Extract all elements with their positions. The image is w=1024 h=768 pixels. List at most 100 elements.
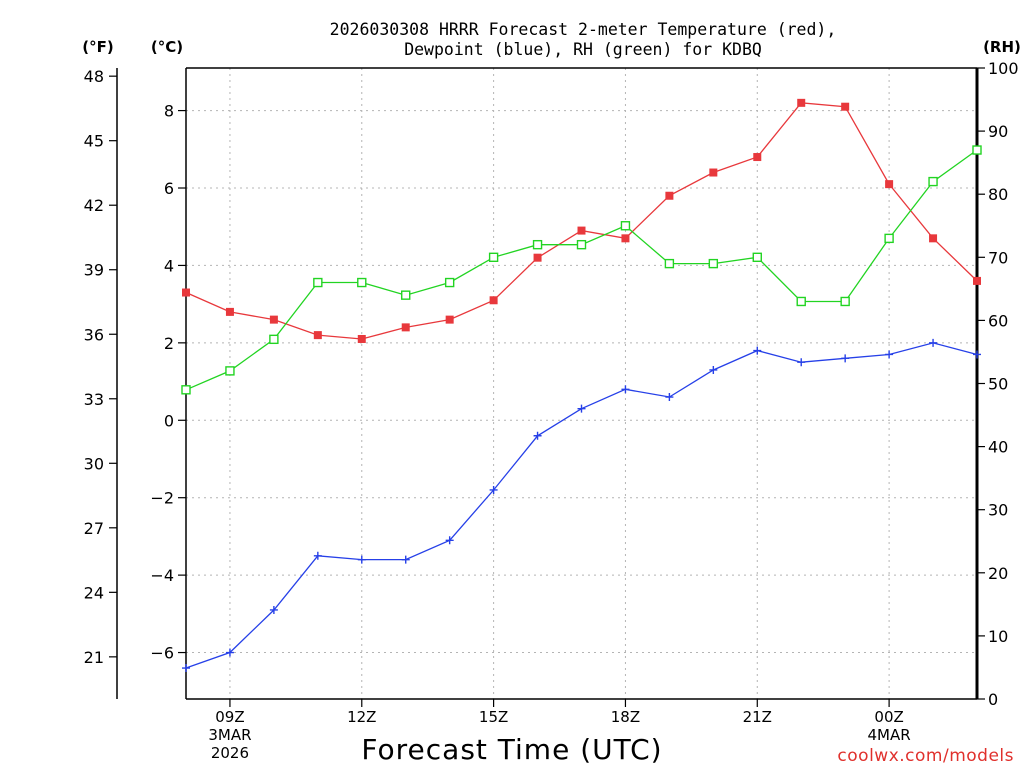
x-tick-label: 3MAR (208, 726, 251, 744)
temperature-point (665, 191, 674, 200)
dewpoint-point (182, 664, 190, 673)
rh-point (401, 290, 411, 300)
rh-point (620, 221, 631, 231)
rh-point (884, 233, 894, 244)
celsius-tick-label: −2 (150, 489, 174, 508)
x-tick-label: 21Z (743, 708, 772, 726)
dewpoint-point (753, 346, 762, 355)
fahrenheit-tick-label: 45 (84, 132, 104, 151)
temperature-point (577, 226, 586, 235)
dewpoint-point (621, 385, 630, 394)
rh-point (752, 252, 762, 263)
rh-tick-label: 0 (988, 690, 998, 709)
celsius-tick-label: 4 (164, 256, 174, 275)
dewpoint-point (313, 551, 322, 560)
temperature-point (841, 102, 850, 111)
rh-tick-label: 30 (988, 501, 1008, 520)
temperature-point (709, 168, 718, 177)
rh-tick-label: 90 (988, 122, 1008, 141)
dewpoint-point (885, 350, 894, 359)
rh-tick-label: 50 (988, 375, 1008, 394)
fahrenheit-tick-label: 48 (84, 67, 104, 86)
axes: 21242730333639424548−6−4−202468010203040… (84, 59, 1019, 762)
temperature-point (973, 276, 981, 285)
rh-point (357, 277, 367, 288)
dewpoint-point (797, 358, 806, 367)
rh-point (313, 277, 323, 288)
dewpoint-point (577, 404, 586, 413)
celsius-tick-label: −6 (150, 644, 174, 663)
celsius-tick-label: 2 (164, 334, 174, 353)
x-tick-label: 2026 (211, 744, 249, 762)
celsius-tick-label: 6 (164, 179, 174, 198)
dewpoint-point (269, 605, 278, 614)
dewpoint-point (841, 354, 850, 363)
dewpoint-point (709, 365, 718, 374)
rh-tick-label: 70 (988, 248, 1008, 267)
rh-point (840, 296, 850, 307)
rh-point (444, 277, 455, 288)
celsius-tick-label: 0 (164, 411, 174, 430)
fahrenheit-tick-label: 36 (84, 325, 104, 344)
temperature-point (533, 253, 542, 262)
x-tick-label: 15Z (479, 708, 508, 726)
rh-point (664, 258, 675, 269)
rh-unit-label: (RH) (983, 38, 1021, 56)
temperature-point (929, 234, 938, 243)
x-tick-label: 18Z (611, 708, 640, 726)
rh-point (225, 366, 235, 376)
temperature-point (225, 307, 234, 316)
temperature-point (753, 153, 762, 162)
temperature-point (797, 98, 806, 107)
series (181, 98, 982, 673)
rh-point (181, 385, 191, 395)
rh-point (576, 239, 587, 250)
rh-point (972, 145, 982, 155)
dewpoint-point (973, 350, 981, 359)
x-axis-label: Forecast Time (UTC) (361, 733, 662, 766)
chart-title-line1: 2026030308 HRRR Forecast 2-meter Tempera… (330, 20, 837, 39)
fahrenheit-tick-label: 27 (84, 519, 104, 538)
fahrenheit-tick-label: 21 (84, 648, 104, 667)
celsius-tick-label: −4 (150, 566, 174, 585)
dewpoint-point (225, 648, 234, 657)
temperature-point (445, 315, 454, 324)
dewpoint-point (489, 485, 498, 494)
temperature-point (401, 323, 410, 332)
rh-tick-label: 10 (988, 627, 1008, 646)
dewpoint-point (401, 555, 410, 564)
dewpoint-point (929, 338, 938, 347)
rh-tick-label: 80 (988, 185, 1008, 204)
temperature-point (885, 180, 894, 189)
dewpoint-point (533, 431, 542, 440)
rh-tick-label: 40 (988, 438, 1008, 457)
rh-point (796, 296, 806, 307)
rh-tick-label: 100 (988, 59, 1019, 78)
celsius-unit-label: (°C) (151, 38, 183, 56)
fahrenheit-tick-label: 24 (84, 583, 104, 602)
fahrenheit-unit-label: (°F) (82, 38, 113, 56)
dewpoint-point (445, 536, 454, 545)
celsius-tick-label: 8 (164, 102, 174, 121)
fahrenheit-tick-label: 42 (84, 196, 104, 215)
rh-point (488, 252, 499, 263)
temperature-point (489, 296, 498, 305)
credit-link[interactable]: coolwx.com/models (837, 746, 1014, 766)
temperature-point (313, 331, 322, 340)
rh-point (928, 176, 938, 187)
temperature-point (182, 288, 190, 297)
temperature-point (621, 234, 630, 243)
rh-tick-label: 20 (988, 564, 1008, 583)
dewpoint-point (357, 555, 366, 564)
x-tick-label: 09Z (215, 708, 244, 726)
rh-tick-label: 60 (988, 311, 1008, 330)
rh-point (708, 258, 719, 269)
temperature-point (357, 334, 366, 343)
x-tick-label: 12Z (347, 708, 376, 726)
x-tick-label: 00Z (874, 708, 903, 726)
chart-title-line2: Dewpoint (blue), RH (green) for KDBQ (404, 40, 762, 59)
rh-point (269, 334, 279, 345)
fahrenheit-tick-label: 39 (84, 261, 104, 280)
